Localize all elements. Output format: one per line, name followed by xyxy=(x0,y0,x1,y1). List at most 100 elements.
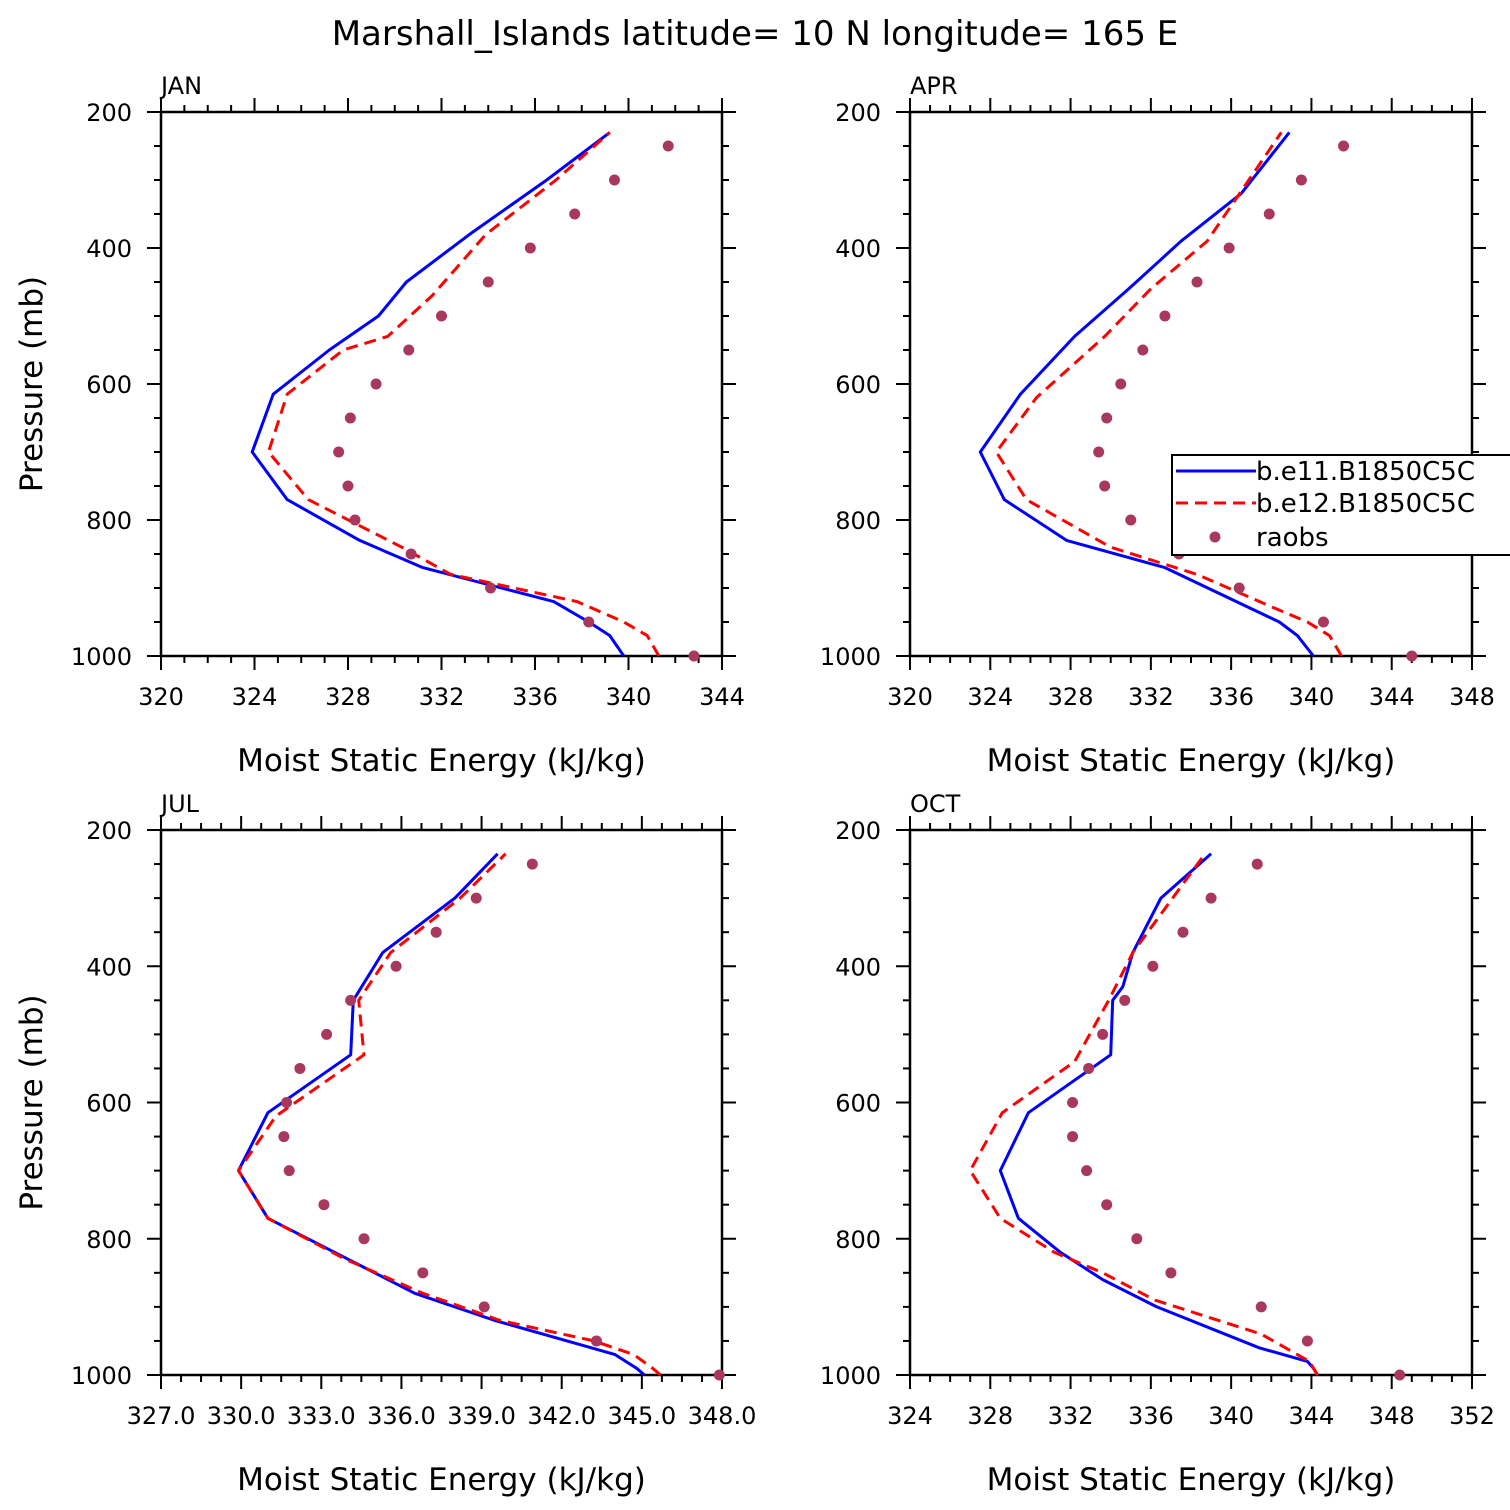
y-tick-label: 800 xyxy=(86,1226,132,1254)
raobs-point xyxy=(294,1062,306,1074)
y-tick-label: 1000 xyxy=(71,643,132,671)
raobs-point xyxy=(1067,1131,1079,1143)
x-axis-label: Moist Static Energy (kJ/kg) xyxy=(237,743,646,779)
x-tick-label: 352 xyxy=(1449,1402,1495,1430)
raobs-point xyxy=(1338,140,1350,152)
raobs-point xyxy=(333,446,345,458)
y-tick-label: 400 xyxy=(86,953,132,981)
raobs-point xyxy=(688,650,700,662)
y-tick-label: 600 xyxy=(86,1090,132,1118)
raobs-point xyxy=(283,1165,295,1177)
raobs-point xyxy=(1255,1301,1267,1313)
raobs-point xyxy=(345,994,357,1006)
raobs-point xyxy=(1301,1335,1313,1347)
x-tick-label: 348 xyxy=(1369,1402,1415,1430)
raobs-point xyxy=(1119,994,1131,1006)
y-tick-label: 200 xyxy=(86,817,132,845)
x-tick-label: 328 xyxy=(967,1402,1013,1430)
y-tick-label: 600 xyxy=(835,1090,881,1118)
raobs-point xyxy=(281,1097,293,1108)
x-tick-label: 320 xyxy=(887,683,933,711)
y-tick-label: 400 xyxy=(835,953,881,981)
raobs-point xyxy=(1165,1267,1177,1279)
y-tick-label: 600 xyxy=(86,371,132,399)
raobs-point xyxy=(485,582,497,594)
raobs-point xyxy=(1147,960,1159,972)
raobs-point xyxy=(278,1131,290,1143)
x-tick-label: 328 xyxy=(325,683,371,711)
x-tick-label: 332 xyxy=(419,683,465,711)
x-axis-label: Moist Static Energy (kJ/kg) xyxy=(237,1462,646,1498)
raobs-point xyxy=(403,344,415,356)
raobs-point xyxy=(608,174,620,186)
y-tick-label: 200 xyxy=(86,99,132,127)
panel-label: JAN xyxy=(159,72,202,100)
legend-label: b.e11.B1850C5C xyxy=(1256,457,1475,487)
panel-oct: 324 328 332 336 340 344 348 352 200 400 600 800 1000… xyxy=(820,790,1495,1498)
series-line-b-e11 xyxy=(250,131,626,657)
legend-raobs-marker xyxy=(1209,531,1221,543)
raobs-point xyxy=(569,208,581,220)
series-line-b-e12 xyxy=(237,852,662,1377)
raobs-point xyxy=(482,276,494,288)
panel-label: OCT xyxy=(910,790,961,818)
raobs-point xyxy=(405,548,417,560)
y-tick-label: 800 xyxy=(835,507,881,535)
y-tick-label: 200 xyxy=(835,817,881,845)
x-tick-label: 336.0 xyxy=(367,1402,436,1430)
raobs-point xyxy=(526,858,538,870)
x-tick-label: 339.0 xyxy=(447,1402,516,1430)
y-tick-label: 600 xyxy=(835,371,881,399)
panel-jul: 327.0 330.0 333.0 336.0 339.0 342.0 345.0 348.0… xyxy=(14,790,756,1498)
plot-frame xyxy=(159,110,724,658)
plot-frame xyxy=(159,828,724,1377)
raobs-point xyxy=(1101,412,1113,424)
raobs-point xyxy=(390,960,402,972)
plot-frame xyxy=(908,110,1474,658)
x-tick-label: 332 xyxy=(1128,683,1174,711)
raobs-point xyxy=(1159,310,1171,322)
panel-jan: 320 324 328 332 336 340 344 200 400 600 800 1000 JAN… xyxy=(14,72,745,779)
panel-apr: 320 324 328 332 336 340 344 348 200 400 600 800 1000… xyxy=(820,72,1495,779)
panel-label: APR xyxy=(910,72,958,100)
raobs-point xyxy=(583,616,595,628)
raobs-point xyxy=(349,514,361,526)
x-tick-label: 340 xyxy=(1289,683,1335,711)
raobs-point xyxy=(662,140,674,152)
x-tick-label: 348.0 xyxy=(688,1402,757,1430)
x-tick-label: 342.0 xyxy=(527,1402,596,1430)
y-tick-label: 400 xyxy=(86,235,132,263)
raobs-point xyxy=(430,926,442,938)
raobs-point xyxy=(370,378,382,390)
raobs-point xyxy=(1083,1062,1095,1074)
raobs-point xyxy=(417,1267,429,1279)
x-axis-label: Moist Static Energy (kJ/kg) xyxy=(987,1462,1396,1498)
x-tick-label: 345.0 xyxy=(607,1402,676,1430)
panel-label: JUL xyxy=(159,790,200,818)
raobs-point xyxy=(1131,1233,1143,1245)
x-tick-label: 344 xyxy=(699,683,745,711)
y-tick-label: 1000 xyxy=(820,1362,881,1390)
raobs-point xyxy=(436,310,447,322)
raobs-point xyxy=(1093,446,1105,458)
raobs-point xyxy=(318,1199,330,1211)
series-line-b-e12 xyxy=(994,131,1343,657)
x-tick-label: 336 xyxy=(512,683,558,711)
raobs-point xyxy=(1137,344,1149,356)
raobs-point xyxy=(342,480,354,492)
raobs-point xyxy=(1081,1165,1093,1177)
raobs-point xyxy=(344,412,356,424)
raobs-point xyxy=(470,892,482,904)
raobs-point xyxy=(1115,378,1127,390)
x-tick-label: 328 xyxy=(1048,683,1094,711)
raobs-point xyxy=(358,1233,370,1245)
x-tick-label: 327.0 xyxy=(127,1402,196,1430)
raobs-point xyxy=(1099,480,1111,492)
x-tick-label: 324 xyxy=(967,683,1013,711)
raobs-point xyxy=(321,1028,333,1040)
x-tick-label: 332 xyxy=(1048,1402,1094,1430)
panels: 320 324 328 332 336 340 344 200 400 600 800 1000 JAN… xyxy=(14,72,1495,1498)
raobs-point xyxy=(478,1301,490,1313)
x-tick-label: 348 xyxy=(1449,683,1495,711)
